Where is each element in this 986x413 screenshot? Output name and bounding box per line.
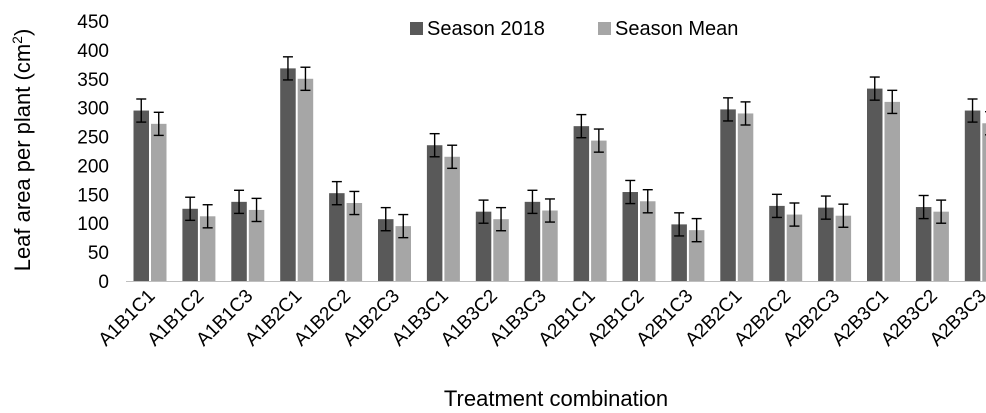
bar bbox=[867, 88, 883, 281]
bar bbox=[280, 68, 296, 281]
bar bbox=[982, 123, 986, 282]
bar bbox=[524, 201, 541, 281]
y-tick-label: 450 bbox=[77, 12, 109, 33]
y-tick-label: 150 bbox=[77, 185, 109, 206]
y-tick-label: 250 bbox=[77, 128, 109, 149]
bar bbox=[591, 140, 607, 281]
bar bbox=[395, 226, 411, 281]
y-axis-ticks: 0 50 100 150 200 250 300 350 400 450 bbox=[77, 12, 109, 293]
bar bbox=[720, 109, 736, 282]
legend-item-season-mean: Season Mean bbox=[598, 18, 738, 40]
bar bbox=[622, 192, 638, 281]
bar bbox=[151, 123, 167, 281]
bar bbox=[346, 203, 363, 281]
bar bbox=[835, 215, 852, 281]
y-tick-label: 0 bbox=[98, 272, 109, 293]
bar bbox=[933, 211, 949, 281]
legend-swatch-season-mean bbox=[598, 22, 611, 35]
bar bbox=[818, 207, 834, 281]
bar bbox=[182, 208, 198, 281]
bar bbox=[199, 216, 216, 281]
bar bbox=[573, 126, 590, 282]
bar bbox=[964, 110, 981, 281]
legend-label-season-mean: Season Mean bbox=[615, 18, 738, 40]
bar bbox=[769, 205, 785, 281]
bar bbox=[378, 219, 394, 281]
bar bbox=[231, 201, 247, 281]
bar bbox=[671, 224, 687, 281]
y-tick-label: 400 bbox=[77, 41, 109, 62]
bar bbox=[329, 193, 345, 281]
y-tick-label: 50 bbox=[88, 243, 109, 264]
legend: Season 2018 Season Mean bbox=[410, 18, 738, 40]
bar bbox=[444, 156, 460, 281]
bar bbox=[737, 113, 754, 281]
bar bbox=[475, 211, 492, 281]
bar bbox=[640, 201, 656, 281]
bar bbox=[542, 210, 558, 281]
bar bbox=[915, 207, 932, 281]
bar bbox=[688, 230, 705, 281]
bar bbox=[786, 214, 803, 281]
y-tick-label: 100 bbox=[77, 214, 109, 235]
x-axis-ticks: A1B1C1A1B1C2A1B1C3A1B2C1A1B2C2A1B2C3A1B3… bbox=[95, 286, 986, 351]
bar bbox=[884, 101, 900, 281]
legend-swatch-season-2018 bbox=[410, 22, 423, 35]
bar bbox=[493, 219, 509, 281]
bar bbox=[426, 145, 443, 281]
y-tick-label: 350 bbox=[77, 70, 109, 91]
legend-item-season-2018: Season 2018 bbox=[410, 18, 545, 40]
bar bbox=[297, 78, 314, 282]
bar bbox=[133, 110, 149, 281]
bars bbox=[133, 56, 986, 282]
legend-label-season-2018: Season 2018 bbox=[427, 18, 545, 40]
x-axis-title: Treatment combination bbox=[444, 386, 668, 411]
bar bbox=[248, 209, 265, 281]
y-axis-title: Leaf area per plant (cm2) bbox=[9, 29, 35, 272]
y-tick-label: 300 bbox=[77, 99, 109, 120]
y-tick-label: 200 bbox=[77, 156, 109, 177]
